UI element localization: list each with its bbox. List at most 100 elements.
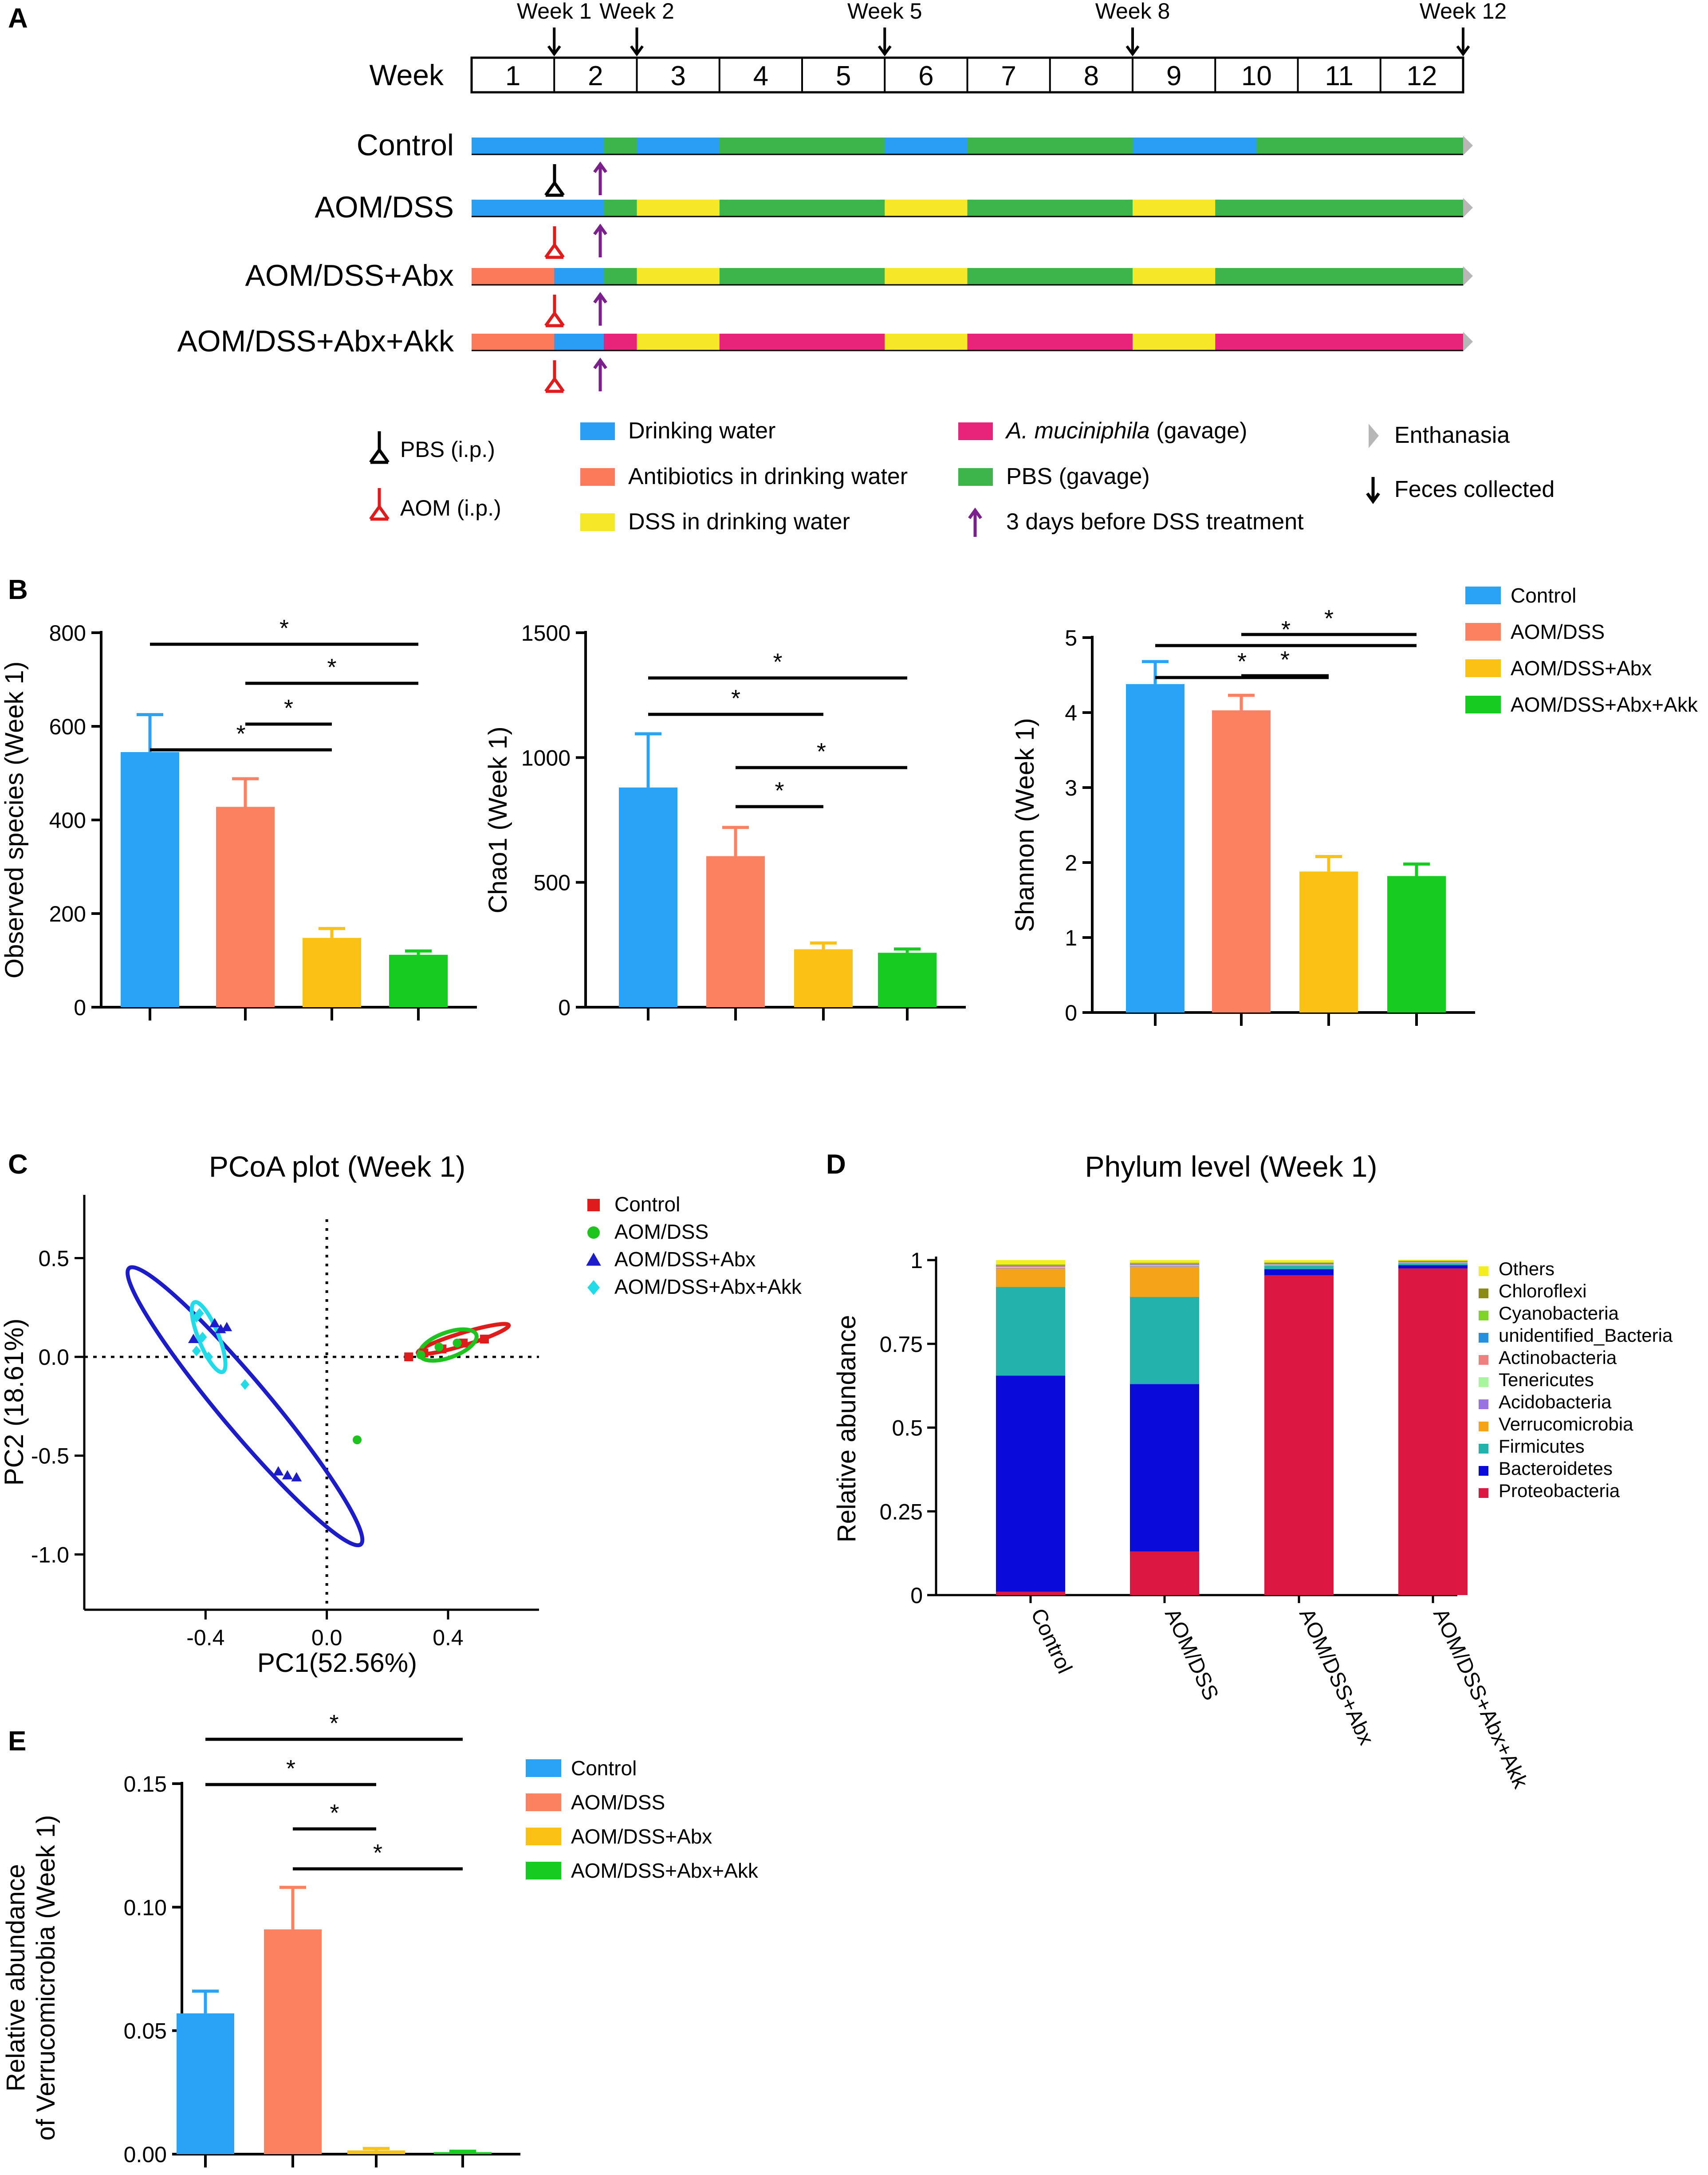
feces-arrow-head	[547, 45, 561, 57]
treatment-segment	[1215, 268, 1464, 285]
stacked-segment	[1130, 1551, 1199, 1595]
legend-swatch	[958, 422, 993, 440]
legend-label: Others	[1499, 1258, 1555, 1279]
timepoint-marker-label: Week 2	[599, 0, 674, 24]
dss-timing-arrow-head	[593, 292, 607, 304]
bar	[794, 949, 853, 1007]
treatment-segment	[1215, 200, 1464, 217]
legend-swatch	[1479, 1333, 1488, 1343]
week-cell-12: 12	[1406, 61, 1437, 91]
legend-swatch	[526, 1759, 561, 1777]
legend-akk-rest: (gavage)	[1150, 418, 1248, 444]
legend-swatch	[580, 513, 615, 531]
bar	[619, 787, 677, 1007]
group-label: AOM/DSS	[315, 190, 454, 224]
stacked-segment	[996, 1592, 1065, 1595]
legend-swatch	[1465, 659, 1501, 677]
y-axis-title: Shannon (Week 1)	[1011, 718, 1039, 932]
treatment-segment	[637, 334, 720, 351]
stacked-segment	[1398, 1260, 1468, 1261]
legend-swatch	[1479, 1355, 1488, 1365]
euthanasia-marker	[1463, 136, 1473, 155]
legend-label: PBS (gavage)	[1006, 464, 1150, 489]
stacked-segment	[996, 1266, 1065, 1267]
week-cell-1: 1	[505, 61, 520, 91]
legend-label: Tenericutes	[1499, 1369, 1594, 1390]
treatment-segment	[604, 138, 638, 154]
y-tick-label: 800	[49, 621, 86, 646]
treatment-segment	[885, 268, 968, 285]
y-axis-title: Chao1 (Week 1)	[484, 726, 512, 913]
legend-swatch	[1465, 623, 1501, 641]
y-tick-label: 1500	[521, 621, 571, 646]
treatment-segment	[1256, 138, 1464, 154]
y-tick-label: 0.15	[124, 1772, 167, 1797]
data-point	[198, 1332, 207, 1343]
legend-euthanasia-icon	[1369, 424, 1379, 448]
legend-label: Control	[1511, 584, 1576, 607]
significance-star: *	[279, 615, 289, 642]
legend-aom-icon	[369, 488, 390, 521]
timepoint-marker-label: Week 1	[517, 0, 592, 24]
legend-label: AOM/DSS+Abx+Akk	[1511, 693, 1698, 716]
y-tick-label: 0.25	[880, 1499, 923, 1524]
stacked-segment	[1398, 1262, 1468, 1263]
panel-label-b: B	[8, 575, 28, 605]
legend-pbs-label: PBS (i.p.)	[400, 437, 495, 462]
stacked-segment	[1130, 1266, 1199, 1267]
legend-label: Antibiotics in drinking water	[628, 464, 908, 489]
treatment-segment	[1133, 334, 1216, 351]
treatment-segment	[885, 200, 968, 217]
y-tick-label: 1	[910, 1248, 923, 1273]
y-tick-label: 0.5	[38, 1246, 69, 1271]
legend-pbs-icon	[369, 431, 390, 464]
legend-label: AOM/DSS+Abx	[614, 1248, 756, 1271]
legend-label: Control	[614, 1193, 680, 1216]
data-point	[453, 1338, 462, 1348]
y-tick-label: 3	[1065, 776, 1077, 800]
treatment-segment	[967, 200, 1133, 217]
legend-label: Acidobacteria	[1499, 1391, 1612, 1412]
treatment-segment	[885, 138, 968, 154]
y-tick-label: 0	[74, 995, 86, 1020]
legend-label: AOM/DSS+Abx	[571, 1825, 712, 1848]
legend-akk-label: A. muciniphila (gavage)	[1005, 418, 1247, 444]
treatment-segment	[472, 200, 604, 217]
legend-marker	[586, 1253, 601, 1266]
stacked-segment	[1398, 1263, 1468, 1265]
stacked-segment	[1264, 1265, 1334, 1269]
bar	[177, 2013, 234, 2154]
dss-timing-arrow-head	[593, 162, 607, 173]
timepoint-marker-label: Week 5	[847, 0, 922, 24]
data-point	[273, 1466, 284, 1476]
legend-swatch	[1479, 1377, 1488, 1387]
week-cell-7: 7	[1001, 61, 1016, 91]
significance-star: *	[327, 654, 336, 681]
stacked-segment	[1398, 1265, 1468, 1269]
week-cell-10: 10	[1241, 61, 1272, 91]
week-cell-5: 5	[836, 61, 851, 91]
treatment-segment	[1133, 200, 1216, 217]
legend-swatch	[1479, 1466, 1488, 1476]
stacked-segment	[1264, 1264, 1334, 1265]
x-axis-title: PC1(52.56%)	[257, 1648, 417, 1678]
confidence-ellipse	[189, 1300, 228, 1375]
stacked-segment	[1130, 1263, 1199, 1264]
treatment-segment	[554, 268, 604, 285]
treatment-segment	[719, 268, 885, 285]
legend-label: AOM/DSS	[571, 1791, 665, 1814]
stacked-segment	[1398, 1268, 1468, 1595]
legend-label: Feces collected	[1394, 477, 1555, 502]
legend-swatch	[580, 422, 615, 440]
legend-label: AOM/DSS+Abx+Akk	[571, 1859, 759, 1882]
legend-swatch	[1479, 1488, 1488, 1498]
bar	[434, 2152, 492, 2154]
y-tick-label: 0.5	[892, 1416, 923, 1441]
treatment-segment	[637, 200, 720, 217]
dss-timing-arrow-head	[593, 224, 607, 236]
legend-label: Chloroflexi	[1499, 1281, 1586, 1301]
treatment-segment	[604, 268, 638, 285]
legend-swatch	[1479, 1311, 1488, 1320]
aom-injection-icon	[544, 360, 565, 393]
stacked-segment	[996, 1268, 1065, 1287]
